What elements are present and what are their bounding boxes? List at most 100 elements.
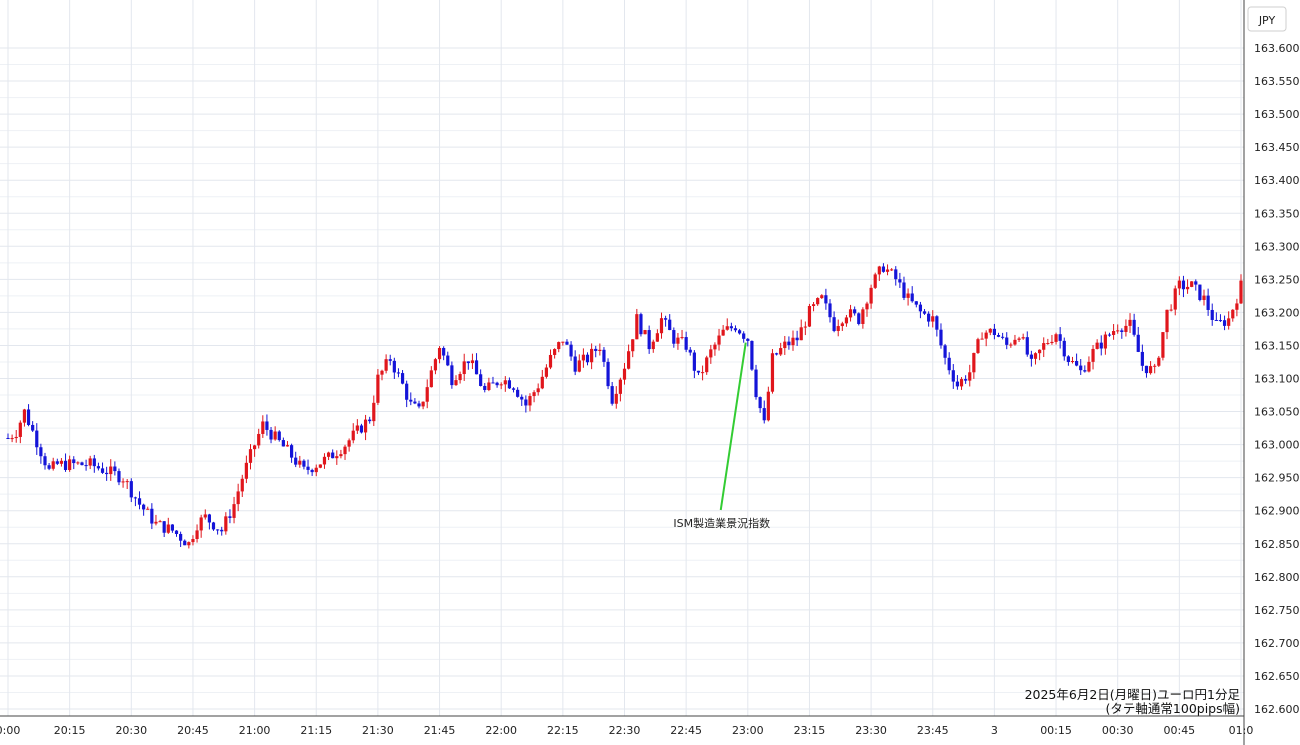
x-tick-label: 21:00 [239,724,271,737]
candle [191,535,195,546]
y-tick-label: 163.100 [1254,373,1300,386]
candle [1181,275,1186,298]
candle [573,350,577,376]
candle [791,330,795,351]
candle [1001,332,1005,340]
candle [1062,337,1066,361]
candle [799,319,803,341]
candle [1009,342,1013,348]
candle [142,503,146,516]
candle [129,478,133,503]
candle [257,428,261,449]
candle [380,369,384,381]
candle [807,303,812,328]
grid-lines [0,0,1244,716]
candle [844,314,849,327]
candle [922,309,927,315]
candle [705,355,709,375]
candle [935,315,939,337]
candle [914,301,918,308]
candle [700,365,705,381]
candle [1079,358,1083,375]
x-tick-label: 00:45 [1163,724,1195,737]
x-tick-label: 21:15 [300,724,332,737]
candle [951,364,955,389]
currency-label[interactable]: JPY [1258,14,1276,27]
candle [992,323,996,340]
candle [947,352,951,375]
candle [1202,289,1206,306]
candle [462,353,466,381]
candle [631,339,635,358]
candle [1124,319,1128,337]
candle [105,466,109,481]
candle [865,301,869,317]
candle [873,272,877,290]
candle [762,400,766,424]
candle [199,514,203,538]
candle [1185,279,1190,294]
candle [684,331,688,353]
candle [717,328,721,351]
candle [1070,356,1075,364]
candle [651,339,655,353]
candle [26,404,31,427]
candle [816,297,820,306]
candle [158,519,162,523]
candle [22,408,27,427]
currency-button[interactable] [1247,6,1287,32]
candle [253,444,257,457]
candle [659,312,664,339]
candle [80,461,84,466]
candle [269,426,273,444]
candle [376,369,380,406]
candle [532,390,536,403]
candle [848,304,853,322]
candle [146,506,150,510]
y-tick-label: 162.900 [1254,505,1300,518]
chart-caption-line2: (タテ軸通常100pips幅) [1105,701,1240,716]
candle [179,531,183,547]
y-axis-tick-labels: 163.600 163.550 163.500 163.450 163.400 163.3… [1254,42,1300,716]
candle [964,375,968,384]
candle [996,332,1001,338]
candle [528,393,532,412]
x-tick-label: 20:15 [54,724,86,737]
candle [553,348,557,359]
candle [1140,344,1144,372]
candle [244,455,248,484]
candle [857,312,861,326]
candle [943,343,947,365]
candle [1128,313,1132,333]
y-tick-label: 163.200 [1254,306,1300,319]
candle [302,459,306,470]
candle [232,496,236,524]
candle [446,351,450,367]
candle [1120,328,1124,339]
candle [63,453,68,472]
candle [1107,332,1112,337]
candle [211,521,216,531]
candle [1066,355,1070,366]
candle [470,353,475,370]
candle [598,343,602,356]
candle [524,395,528,413]
candle [1095,339,1099,350]
candle [536,383,540,396]
candle [392,357,396,380]
candle [1231,309,1235,322]
candle [450,361,454,389]
candle [861,307,865,329]
candle [429,366,433,388]
candle [972,352,976,379]
candle [43,452,47,470]
candle [688,347,692,356]
candle [639,312,643,337]
y-tick-label: 163.550 [1254,75,1300,88]
candle [885,264,890,276]
candle [331,449,335,459]
candle [890,268,894,271]
candle [343,444,347,460]
candle [590,343,594,370]
candles [6,263,1243,549]
